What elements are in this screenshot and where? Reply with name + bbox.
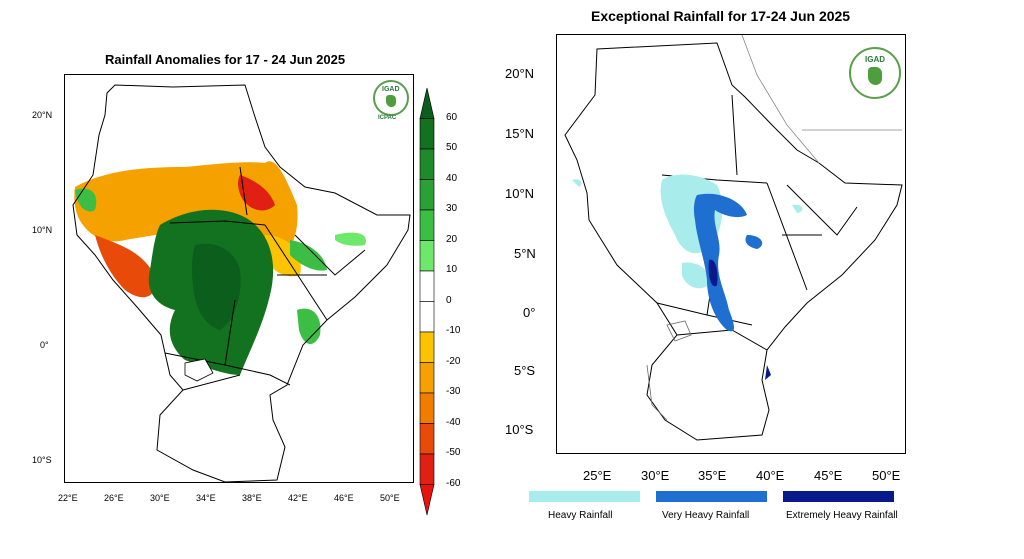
anomaly-map-svg xyxy=(72,84,411,482)
colorbar-label: -60 xyxy=(446,477,461,489)
wet-region-east-plateau xyxy=(290,240,327,271)
very-heavy-rainfall-area-2 xyxy=(745,235,763,249)
legend-label-heavy: Heavy Rainfall xyxy=(548,510,613,521)
border-lines xyxy=(164,166,366,391)
colorbar-segment xyxy=(419,392,435,424)
lat-label: 10°N xyxy=(32,225,53,235)
lon-label: 40°E xyxy=(756,468,785,483)
logo-text: IGAD xyxy=(865,55,885,64)
lat-label: 10°S xyxy=(505,422,534,437)
colorbar-segment xyxy=(419,331,435,363)
colorbar-segment xyxy=(419,148,435,180)
colorbar-label: 20 xyxy=(446,233,458,245)
strong-dry-region-2 xyxy=(238,175,275,211)
colorbar-segment xyxy=(419,453,435,485)
red-sea-coast xyxy=(741,35,902,164)
heavy-rainfall-area-2 xyxy=(682,262,710,289)
colorbar-label: -40 xyxy=(446,416,461,428)
colorbar-segment xyxy=(419,87,435,119)
lon-label: 22°E xyxy=(58,493,78,503)
anomaly-map-frame: IGAD ICPAC xyxy=(64,74,414,483)
exceptional-rainfall-map-frame: IGAD xyxy=(556,34,906,454)
lon-label: 45°E xyxy=(814,468,843,483)
lon-label: 30°E xyxy=(150,493,170,503)
colorbar-label: -10 xyxy=(446,325,461,336)
lat-label: 10°S xyxy=(32,455,52,465)
lat-label: 20°N xyxy=(32,110,53,120)
africa-icon xyxy=(386,95,396,107)
lake-outlines xyxy=(646,320,692,421)
igad-logo: IGAD xyxy=(373,80,409,116)
lon-label: 42°E xyxy=(288,493,308,503)
lat-label: 10°N xyxy=(505,186,535,201)
strong-dry-region xyxy=(95,235,156,298)
lon-label: 46°E xyxy=(334,493,354,503)
left-map-title: Rainfall Anomalies for 17 - 24 Jun 2025 xyxy=(105,52,346,67)
legend-swatch-heavy xyxy=(529,491,640,502)
lon-label: 50°E xyxy=(872,468,901,483)
colorbar-segment xyxy=(419,301,435,333)
lat-label: 5°S xyxy=(514,363,536,378)
wet-region-coast xyxy=(297,308,321,345)
colorbar-segment xyxy=(419,209,435,241)
lat-label: 0° xyxy=(523,305,536,320)
icpac-caption: ICPAC xyxy=(378,115,397,121)
lon-label: 26°E xyxy=(104,493,124,503)
colorbar-label: -30 xyxy=(446,386,461,397)
lon-label: 25°E xyxy=(583,468,612,483)
legend-label-extremely-heavy: Extremely Heavy Rainfall xyxy=(786,510,898,521)
colorbar-label: -50 xyxy=(446,447,461,458)
legend-swatch-very-heavy xyxy=(656,491,767,502)
lat-label: 0° xyxy=(40,340,49,350)
colorbar-label: 60 xyxy=(446,111,458,123)
colorbar-label: 30 xyxy=(446,203,458,214)
colorbar-segment xyxy=(419,270,435,302)
colorbar-label: 40 xyxy=(446,172,458,184)
lat-label: 20°N xyxy=(505,66,535,81)
colorbar-label: 50 xyxy=(446,142,458,153)
logo-text: IGAD xyxy=(382,86,400,93)
colorbar-segment xyxy=(419,362,435,394)
exceptional-map-svg xyxy=(564,35,903,441)
right-map-title: Exceptional Rainfall for 17-24 Jun 2025 xyxy=(591,8,851,24)
lon-label: 35°E xyxy=(698,468,727,483)
region-outline xyxy=(564,42,903,441)
colorbar-segment xyxy=(419,484,435,516)
lat-label: 5°N xyxy=(514,246,536,261)
lake-victoria xyxy=(184,358,214,382)
legend-swatch-extremely-heavy xyxy=(783,491,894,502)
africa-icon xyxy=(868,67,882,85)
very-heavy-rainfall-area xyxy=(693,193,747,332)
extremely-heavy-rainfall-area xyxy=(708,259,718,287)
extremely-heavy-rainfall-area-2 xyxy=(765,365,771,380)
colorbar-segment xyxy=(419,118,435,150)
legend-label-very-heavy: Very Heavy Rainfall xyxy=(662,510,750,521)
lat-label: 15°N xyxy=(505,126,535,141)
colorbar-segment xyxy=(419,423,435,455)
lon-label: 30°E xyxy=(641,468,670,483)
region-outline xyxy=(72,84,411,482)
colorbar-label: -20 xyxy=(446,355,461,367)
lon-label: 38°E xyxy=(242,493,262,503)
wet-region-somalia xyxy=(335,232,366,246)
lon-label: 50°E xyxy=(380,493,400,503)
colorbar-segment xyxy=(419,240,435,272)
colorbar-label: 0 xyxy=(446,294,452,306)
colorbar-segment xyxy=(419,179,435,211)
lon-label: 34°E xyxy=(196,493,216,503)
igad-logo: IGAD xyxy=(849,47,901,99)
wet-anomaly-inner xyxy=(191,243,241,330)
colorbar-label: 10 xyxy=(446,264,458,275)
